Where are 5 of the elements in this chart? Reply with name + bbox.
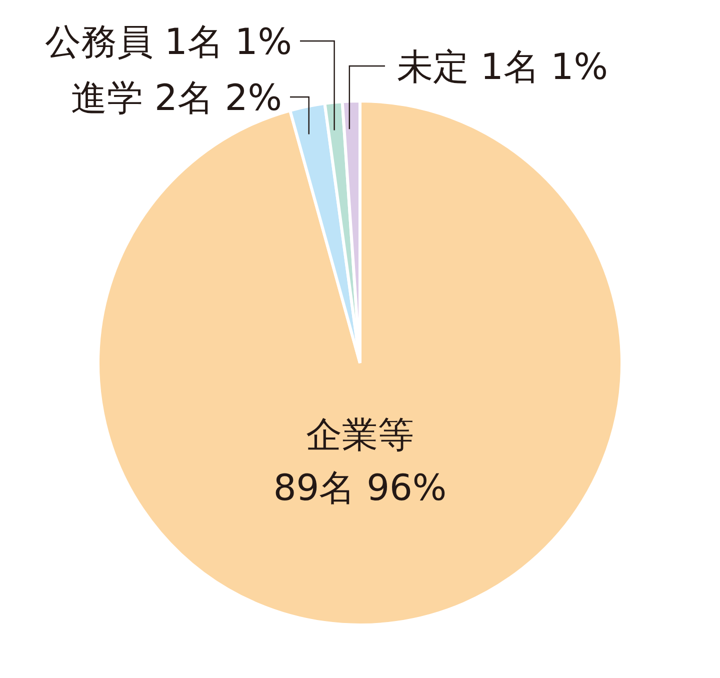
data-label: 89名 96% <box>273 468 447 509</box>
slice-label: 企業等 <box>306 415 414 456</box>
slice-label: 未定 1名 1% <box>397 47 608 88</box>
slice-label: 公務員 1名 1% <box>45 22 292 63</box>
slice-label: 進学 2名 2% <box>71 78 282 119</box>
